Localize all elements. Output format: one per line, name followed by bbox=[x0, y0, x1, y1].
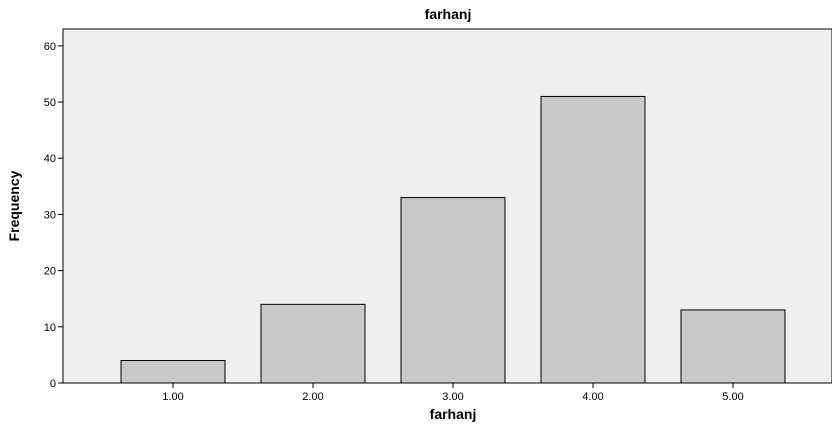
y-tick-label: 30 bbox=[44, 209, 56, 221]
bars-layer bbox=[120, 95, 786, 384]
y-axis-title: Frequency bbox=[6, 170, 22, 241]
y-tick-label: 10 bbox=[44, 322, 56, 334]
bar-5.00 bbox=[680, 309, 786, 384]
bar-2.00 bbox=[260, 303, 366, 384]
y-tick-label: 50 bbox=[44, 97, 56, 109]
x-axis: 1.00 2.00 3.00 4.00 5.00 bbox=[162, 383, 744, 403]
y-tick-label: 20 bbox=[44, 266, 56, 278]
bar-1.00 bbox=[120, 360, 226, 384]
x-tick-label: 1.00 bbox=[162, 391, 183, 403]
x-tick-label: 4.00 bbox=[582, 391, 603, 403]
x-tick-label: 5.00 bbox=[722, 391, 743, 403]
bar-3.00 bbox=[400, 197, 506, 384]
y-tick-label: 40 bbox=[44, 153, 56, 165]
chart-title: farhanj bbox=[425, 6, 472, 22]
y-tick-label: 60 bbox=[44, 41, 56, 53]
x-axis-title: farhanj bbox=[430, 406, 477, 422]
y-axis: 0 10 20 30 40 50 60 bbox=[44, 41, 63, 390]
x-tick-label: 2.00 bbox=[302, 391, 323, 403]
x-tick-label: 3.00 bbox=[442, 391, 463, 403]
bar-4.00 bbox=[540, 95, 646, 384]
y-tick-label: 0 bbox=[50, 378, 56, 390]
